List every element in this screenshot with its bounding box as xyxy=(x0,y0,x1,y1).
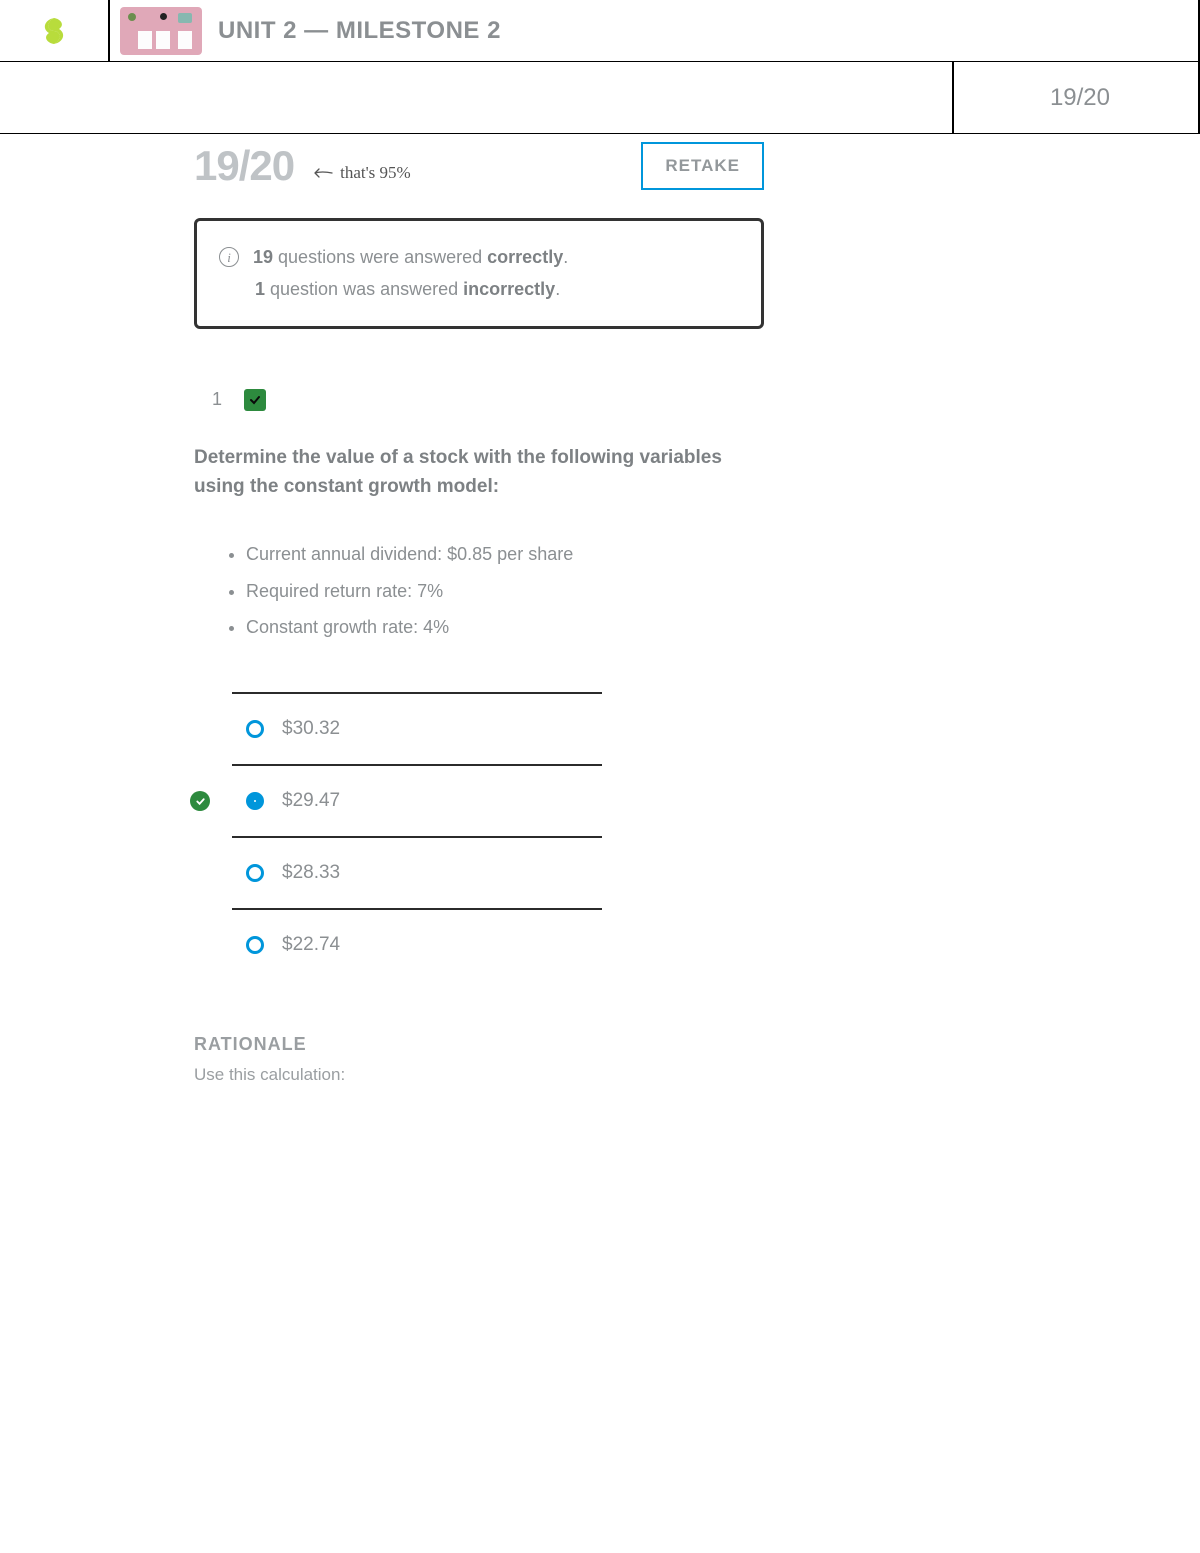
answer-options: $30.32 $29.47 $28.33 $22.74 xyxy=(232,692,602,980)
rationale-text: Use this calculation: xyxy=(194,1065,764,1085)
sub-bar: 19/20 xyxy=(0,62,1200,134)
radio-icon xyxy=(246,936,264,954)
question-variables: Current annual dividend: $0.85 per share… xyxy=(194,536,764,647)
question-number: 1 xyxy=(212,389,222,410)
big-score: 19/20 xyxy=(194,142,294,190)
option-row[interactable]: $30.32 xyxy=(232,694,602,764)
score-annotation: that's 95% xyxy=(312,163,411,183)
option-text: $30.32 xyxy=(282,718,340,740)
list-item: Required return rate: 7% xyxy=(246,573,764,610)
title-cell: UNIT 2 — MILESTONE 2 xyxy=(110,0,1200,61)
score-row: 19/20 that's 95% RETAKE xyxy=(194,142,764,190)
question-header: 1 xyxy=(194,389,764,411)
retake-button[interactable]: RETAKE xyxy=(641,142,764,190)
sub-bar-score: 19/20 xyxy=(1050,84,1110,112)
radio-icon xyxy=(246,720,264,738)
brand-logo-icon xyxy=(40,17,68,45)
question-prompt: Determine the value of a stock with the … xyxy=(194,443,764,502)
list-item: Constant growth rate: 4% xyxy=(246,609,764,646)
radio-selected-icon xyxy=(246,792,264,810)
summary-box: i 19 questions were answered correctly. … xyxy=(194,218,764,329)
summary-correct-line: i 19 questions were answered correctly. xyxy=(219,241,739,273)
option-text: $29.47 xyxy=(282,790,340,812)
radio-icon xyxy=(246,864,264,882)
unit-title: UNIT 2 — MILESTONE 2 xyxy=(218,17,501,45)
option-text: $22.74 xyxy=(282,934,340,956)
main-content: 19/20 that's 95% RETAKE i 19 questions w… xyxy=(194,134,764,1085)
summary-incorrect-line: 1 question was answered incorrectly. xyxy=(219,273,739,305)
correct-badge-icon xyxy=(244,389,266,411)
info-icon: i xyxy=(219,247,239,267)
option-row[interactable]: $29.47 xyxy=(232,766,602,836)
course-thumbnail xyxy=(120,7,202,55)
option-row[interactable]: $28.33 xyxy=(232,838,602,908)
top-bar: UNIT 2 — MILESTONE 2 xyxy=(0,0,1200,62)
correct-check-icon xyxy=(190,791,210,811)
arrow-left-icon xyxy=(312,166,334,180)
rationale-heading: RATIONALE xyxy=(194,1034,764,1055)
list-item: Current annual dividend: $0.85 per share xyxy=(246,536,764,573)
option-text: $28.33 xyxy=(282,862,340,884)
option-row[interactable]: $22.74 xyxy=(232,910,602,980)
logo-cell xyxy=(0,0,110,61)
